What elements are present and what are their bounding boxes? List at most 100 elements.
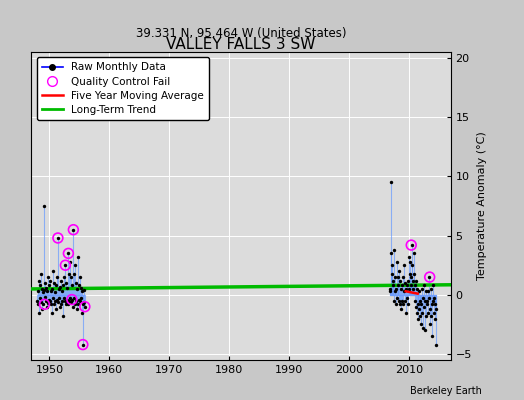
Point [387, 179, 395, 186]
Point [427, 313, 435, 319]
Point [421, 298, 429, 304]
Point [51, 289, 60, 296]
Point [58, 288, 67, 294]
Point [54, 299, 62, 305]
Point [413, 310, 421, 316]
Point [399, 274, 407, 280]
Point [66, 258, 74, 265]
Point [423, 288, 432, 294]
Point [402, 282, 411, 288]
Point [394, 274, 402, 280]
Point [52, 306, 60, 312]
Legend: Raw Monthly Data, Quality Control Fail, Five Year Moving Average, Long-Term Tren: Raw Monthly Data, Quality Control Fail, … [37, 57, 209, 120]
Point [430, 315, 439, 322]
Point [391, 288, 399, 294]
Point [392, 286, 400, 292]
Point [50, 301, 58, 308]
Point [65, 270, 73, 277]
Point [427, 286, 435, 292]
Point [34, 288, 42, 294]
Point [407, 282, 416, 288]
Point [34, 301, 42, 308]
Point [64, 298, 73, 304]
Point [394, 282, 402, 288]
Point [386, 288, 395, 294]
Point [41, 280, 50, 286]
Point [412, 286, 421, 292]
Point [429, 282, 437, 288]
Point [410, 282, 419, 288]
Point [425, 306, 434, 312]
Point [387, 250, 396, 256]
Point [63, 296, 71, 303]
Point [49, 295, 57, 302]
Point [414, 288, 423, 294]
Point [62, 301, 70, 308]
Point [40, 203, 48, 209]
Point [63, 301, 72, 308]
Point [407, 274, 415, 280]
Point [57, 301, 65, 308]
Point [68, 296, 76, 303]
Point [422, 313, 430, 319]
Point [400, 262, 408, 268]
Point [45, 282, 53, 288]
Point [47, 301, 55, 308]
Point [60, 295, 68, 302]
Point [46, 278, 54, 284]
Point [418, 310, 427, 316]
Point [417, 321, 425, 328]
Point [36, 282, 44, 288]
Point [54, 235, 62, 241]
Point [411, 298, 419, 304]
Point [414, 315, 422, 322]
Point [421, 327, 429, 334]
Point [79, 301, 88, 308]
Point [423, 301, 431, 308]
Point [41, 294, 49, 300]
Point [53, 296, 61, 303]
Point [53, 274, 61, 280]
Point [389, 247, 398, 253]
Point [400, 288, 408, 294]
Point [408, 242, 416, 248]
Point [388, 278, 397, 284]
Point [70, 295, 78, 302]
Point [396, 278, 404, 284]
Point [76, 274, 84, 280]
Title: VALLEY FALLS 3 SW: VALLEY FALLS 3 SW [166, 37, 316, 52]
Point [432, 341, 440, 348]
Point [71, 262, 80, 268]
Point [52, 282, 61, 288]
Point [409, 250, 418, 256]
Point [67, 299, 75, 305]
Point [35, 310, 43, 316]
Point [38, 306, 47, 312]
Point [431, 301, 440, 308]
Point [42, 304, 51, 310]
Point [60, 274, 69, 280]
Point [395, 268, 403, 274]
Point [397, 306, 406, 312]
Point [386, 286, 394, 292]
Point [80, 287, 88, 293]
Point [79, 341, 87, 348]
Point [46, 298, 54, 304]
Point [78, 310, 86, 316]
Point [73, 286, 82, 292]
Point [413, 301, 422, 308]
Point [409, 278, 417, 284]
Point [68, 296, 76, 303]
Point [406, 258, 414, 265]
Point [51, 298, 59, 304]
Point [79, 341, 87, 348]
Point [54, 295, 63, 302]
Point [421, 288, 430, 294]
Point [75, 282, 83, 288]
Point [408, 262, 417, 268]
Point [396, 301, 405, 308]
Point [67, 274, 75, 280]
Point [73, 306, 81, 312]
Point [410, 270, 419, 277]
Point [49, 268, 58, 274]
